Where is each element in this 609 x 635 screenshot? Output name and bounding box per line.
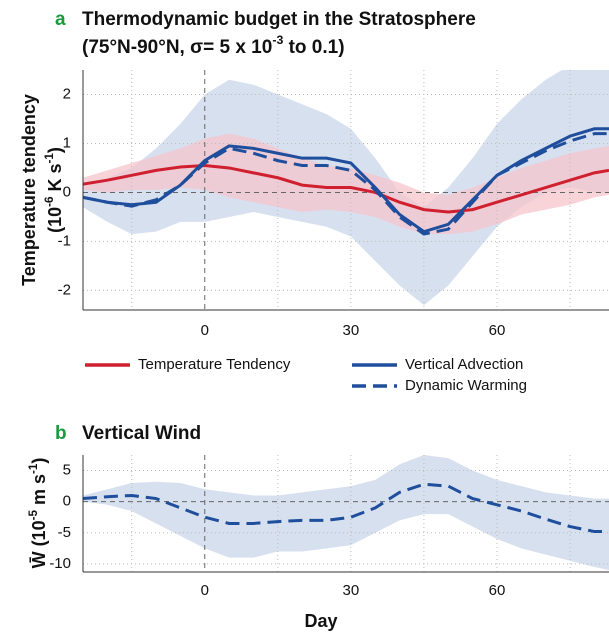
- chart-subtitle-part: -3: [272, 33, 283, 47]
- y-axis-label-part: K s: [45, 163, 65, 196]
- y-axis-label: Temperature tendency: [19, 94, 39, 286]
- x-tick-label: 60: [489, 582, 506, 599]
- chart-title: Thermodynamic budget in the Stratosphere: [82, 9, 476, 30]
- x-axis-label: Day: [304, 611, 337, 631]
- x-tick-label: 30: [343, 582, 360, 599]
- y-tick-label: 0: [63, 183, 71, 200]
- y-tick-label: -5: [58, 524, 71, 541]
- panel-label: a: [55, 9, 66, 30]
- y-tick-label: -10: [49, 555, 71, 572]
- y-axis-label-part: -5: [27, 510, 40, 521]
- y-axis-label: (10-6 K s-1): [43, 147, 65, 233]
- y-axis-label-part: Temperature tendency: [19, 94, 39, 286]
- y-tick-label: 5: [63, 462, 71, 479]
- plot-area: [83, 70, 609, 310]
- y-tick-label: 2: [63, 85, 71, 102]
- chart-title: Vertical Wind: [82, 423, 201, 444]
- legend-label: Vertical Advection: [405, 356, 523, 373]
- y-axis-label: W̄ (10-5 m s-1): [27, 458, 49, 569]
- y-tick-label: 0: [63, 493, 71, 510]
- chart-subtitle-part: (75°N-90°N, σ= 5 x 10: [82, 37, 272, 58]
- plot-area: [83, 455, 609, 572]
- chart-subtitle: (75°N-90°N, σ= 5 x 10-3 to 0.1): [82, 33, 345, 58]
- series-line: [83, 482, 609, 534]
- y-axis-label-part: ): [45, 147, 65, 153]
- x-tick-label: 0: [201, 582, 209, 599]
- y-axis-label-part: (10: [45, 207, 65, 233]
- legend-label: Dynamic Warming: [405, 377, 527, 394]
- y-axis-label-part: W̄ (10: [29, 520, 49, 568]
- x-tick-label: 0: [201, 322, 209, 339]
- y-tick-label: -2: [58, 281, 71, 298]
- y-axis-label-part: -6: [43, 196, 56, 207]
- y-axis-label-part: -1: [43, 153, 56, 164]
- panel-label: b: [55, 423, 67, 444]
- y-tick-label: 1: [63, 134, 71, 151]
- x-tick-label: 30: [343, 322, 360, 339]
- y-tick-label: -1: [58, 232, 71, 249]
- uncertainty-band: [83, 455, 609, 571]
- y-axis-label-part: m s: [29, 474, 49, 510]
- y-axis-label-part: ): [29, 458, 49, 464]
- series-line: [83, 164, 609, 214]
- y-axis-label-part: -1: [27, 463, 40, 474]
- legend-label: Temperature Tendency: [138, 356, 291, 373]
- x-tick-label: 60: [489, 322, 506, 339]
- chart-subtitle-part: to 0.1): [283, 37, 344, 58]
- series-line: [83, 132, 609, 236]
